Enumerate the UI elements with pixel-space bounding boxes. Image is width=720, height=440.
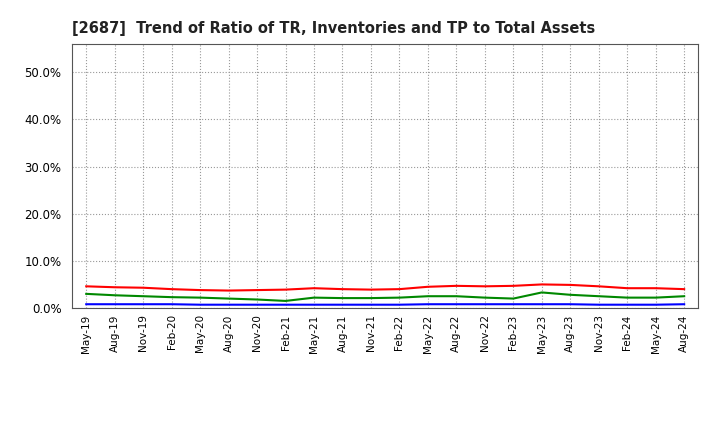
Trade Receivables (82, 284, 91, 289)
Trade Payables (423, 293, 432, 299)
Inventories (196, 302, 204, 307)
Inventories (253, 302, 261, 307)
Inventories (395, 302, 404, 307)
Inventories (167, 301, 176, 307)
Trade Payables (82, 291, 91, 297)
Trade Receivables (595, 284, 603, 289)
Trade Payables (480, 295, 489, 300)
Trade Receivables (395, 286, 404, 292)
Trade Payables (282, 298, 290, 304)
Trade Receivables (509, 283, 518, 289)
Trade Payables (366, 296, 375, 301)
Inventories (225, 302, 233, 307)
Inventories (423, 301, 432, 307)
Inventories (82, 301, 91, 307)
Inventories (366, 302, 375, 307)
Trade Payables (110, 293, 119, 298)
Trade Receivables (566, 282, 575, 288)
Trade Payables (167, 294, 176, 300)
Inventories (566, 301, 575, 307)
Text: [2687]  Trend of Ratio of TR, Inventories and TP to Total Assets: [2687] Trend of Ratio of TR, Inventories… (72, 21, 595, 36)
Trade Receivables (680, 286, 688, 292)
Trade Receivables (652, 286, 660, 291)
Trade Receivables (167, 286, 176, 292)
Trade Payables (395, 295, 404, 300)
Inventories (595, 302, 603, 307)
Trade Payables (253, 297, 261, 302)
Inventories (310, 302, 318, 307)
Trade Payables (310, 295, 318, 300)
Trade Payables (338, 296, 347, 301)
Inventories (139, 301, 148, 307)
Trade Payables (509, 296, 518, 301)
Inventories (652, 302, 660, 307)
Inventories (338, 302, 347, 307)
Trade Receivables (480, 284, 489, 289)
Trade Receivables (310, 286, 318, 291)
Trade Payables (595, 293, 603, 299)
Inventories (110, 301, 119, 307)
Trade Receivables (110, 285, 119, 290)
Trade Payables (623, 295, 631, 300)
Trade Receivables (282, 287, 290, 292)
Inventories (452, 301, 461, 307)
Trade Receivables (452, 283, 461, 289)
Trade Receivables (423, 284, 432, 290)
Trade Payables (225, 296, 233, 301)
Inventories (480, 301, 489, 307)
Trade Receivables (225, 288, 233, 293)
Trade Payables (652, 295, 660, 300)
Trade Receivables (623, 286, 631, 291)
Inventories (623, 302, 631, 307)
Trade Receivables (139, 285, 148, 290)
Trade Payables (196, 295, 204, 300)
Trade Receivables (338, 286, 347, 292)
Trade Receivables (366, 287, 375, 292)
Trade Payables (680, 293, 688, 299)
Trade Receivables (253, 287, 261, 293)
Inventories (509, 301, 518, 307)
Trade Payables (537, 290, 546, 295)
Inventories (282, 302, 290, 307)
Trade Payables (139, 293, 148, 299)
Trade Payables (566, 292, 575, 297)
Inventories (537, 301, 546, 307)
Trade Receivables (196, 287, 204, 293)
Line: Trade Payables: Trade Payables (86, 293, 684, 301)
Line: Trade Receivables: Trade Receivables (86, 284, 684, 290)
Trade Receivables (537, 282, 546, 287)
Trade Payables (452, 293, 461, 299)
Inventories (680, 301, 688, 307)
